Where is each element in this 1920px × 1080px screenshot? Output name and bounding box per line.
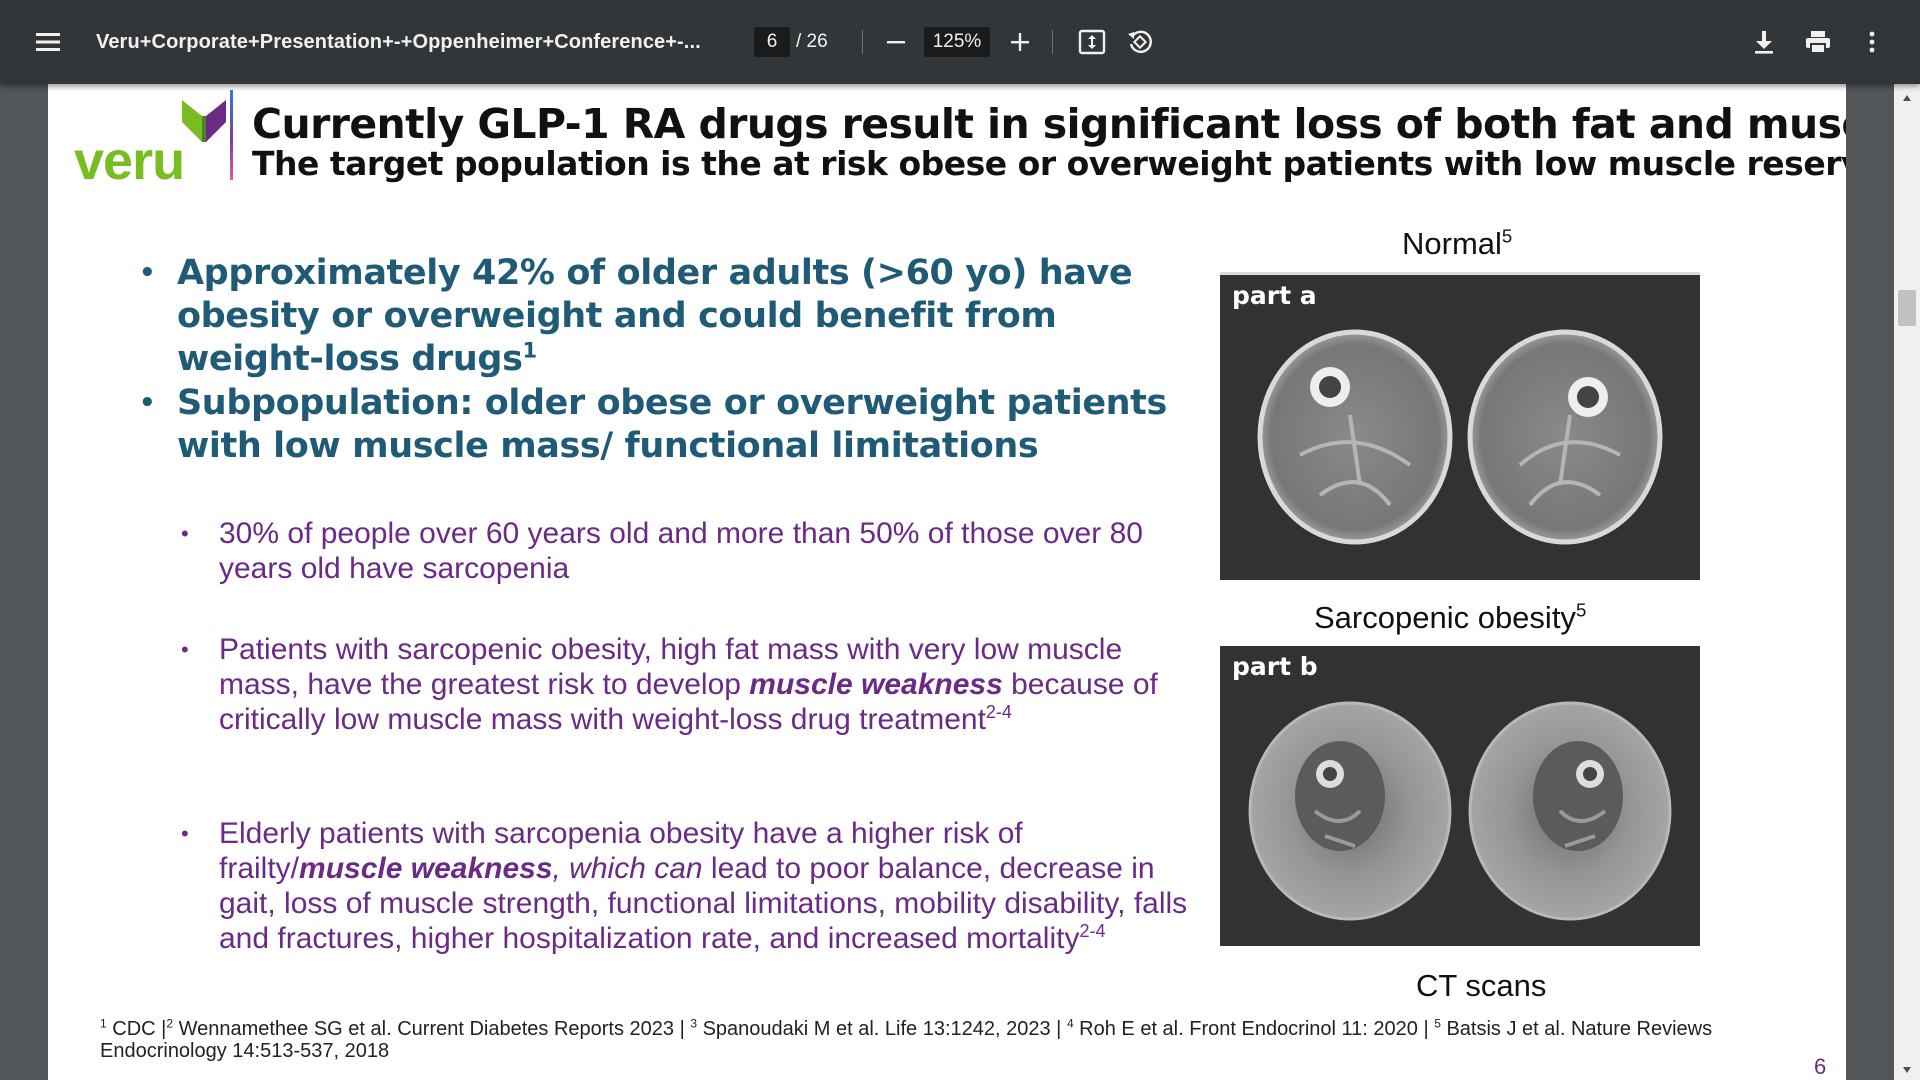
veru-logo: veru [74, 94, 234, 190]
slide-page-number: 6 [1814, 1054, 1827, 1079]
toolbar-divider [862, 30, 863, 54]
more-vert-icon [1869, 31, 1875, 53]
footnote-sup: 4 [1066, 1016, 1074, 1031]
slide-title: Currently GLP-1 RA drugs result in signi… [252, 100, 1846, 148]
part-a-label: part a [1232, 281, 1317, 310]
menu-icon [36, 33, 60, 51]
ct-scans-caption: CT scans [1416, 968, 1547, 1003]
footnote-text: Roh E et al. Front Endocrinol 11: 2020 | [1073, 1018, 1435, 1040]
slide-subtitle: The target population is the at risk obe… [252, 144, 1846, 183]
sub-bullet: • Elderly patients with sarcopenia obesi… [181, 816, 1199, 956]
download-icon [1755, 31, 1773, 54]
citation-sup: 2-4 [1079, 921, 1106, 941]
rotate-icon [1128, 30, 1152, 53]
logo-divider [230, 90, 233, 180]
fit-to-page-button[interactable] [1072, 22, 1112, 62]
pdf-toolbar: Veru+Corporate+Presentation+-+Oppenheime… [0, 0, 1920, 84]
print-button[interactable] [1798, 22, 1838, 62]
main-bullet: • Subpopulation: older obese or overweig… [139, 382, 1197, 468]
caption-text: Sarcopenic obesity [1314, 600, 1576, 635]
footnote-text: Spanoudaki M et al. Life 13:1242, 2023 | [697, 1018, 1067, 1040]
main-bullet-text: Approximately 42% of older adults (>60 y… [177, 253, 1133, 379]
veru-logo-mark-icon [182, 100, 226, 142]
zoom-in-icon [1011, 33, 1029, 51]
sub-bullet-text: lead to poor balance, decrease in gait, … [219, 852, 1188, 955]
scroll-up-button[interactable] [1894, 88, 1920, 108]
sub-bullet-text: 30% of people over 60 years old and more… [219, 517, 1143, 585]
footnote-sup: 3 [690, 1016, 698, 1031]
footnote-references: 1 CDC |2 Wennamethee SG et al. Current D… [100, 1016, 1800, 1062]
ct-normal-graphic [1257, 329, 1663, 545]
footnote-text: Batsis J et al. Nature Reviews Endocrino… [100, 1018, 1713, 1062]
sub-bullet-text: because of critically low muscle mass wi… [219, 668, 1158, 736]
scroll-down-button[interactable] [1894, 1060, 1920, 1080]
citation-sup: 5 [1501, 225, 1513, 247]
footnote-sup: 2 [166, 1016, 174, 1031]
sub-bullet-text: Elderly patients with sarcopenia obesity… [219, 817, 1023, 885]
citation-sup: 5 [1575, 599, 1587, 621]
document-title: Veru+Corporate+Presentation+-+Oppenheime… [96, 30, 701, 53]
scroll-thumb[interactable] [1898, 290, 1916, 326]
toolbar-divider [1052, 30, 1053, 54]
sub-bullet-text: Patients with sarcopenic obesity, high f… [219, 633, 1123, 701]
citation-sup: 1 [522, 338, 538, 363]
main-bullet-text: Subpopulation: older obese or overweight… [177, 383, 1167, 466]
sub-bullet: • 30% of people over 60 years old and mo… [181, 516, 1199, 586]
page-total: / 26 [796, 31, 828, 52]
zoom-out-icon [887, 41, 905, 44]
footnote-sup: 5 [1434, 1016, 1441, 1031]
emphasis-text: muscle weakness [749, 668, 1003, 701]
ct-scan-normal-image: part a [1220, 272, 1700, 580]
footnote-text: CDC | [106, 1018, 167, 1040]
bullet-dot: • [139, 258, 156, 288]
footnote-sup: 1 [100, 1016, 107, 1031]
zoom-out-button[interactable] [876, 22, 916, 62]
fit-page-icon [1078, 29, 1106, 55]
part-b-label: part b [1232, 652, 1318, 681]
emphasis-text: muscle weakness [299, 852, 553, 885]
logo-wordmark: veru [74, 131, 185, 191]
page-number-input[interactable] [754, 27, 790, 57]
ct-scan-sarcopenic-image: part b [1220, 646, 1700, 946]
zoom-level-input[interactable] [924, 27, 990, 57]
sub-bullet: • Patients with sarcopenic obesity, high… [181, 632, 1199, 737]
main-bullet: • Approximately 42% of older adults (>60… [139, 252, 1197, 381]
normal-caption: Normal5 [1402, 226, 1512, 262]
caption-text: Normal [1402, 226, 1502, 261]
bullet-dot: • [139, 388, 156, 418]
footnote-text: Wennamethee SG et al. Current Diabetes R… [173, 1018, 691, 1040]
bullet-dot: • [181, 521, 189, 546]
bullet-dot: • [181, 637, 189, 662]
menu-button[interactable] [28, 22, 68, 62]
rotate-button[interactable] [1120, 22, 1160, 62]
sarcopenic-caption: Sarcopenic obesity5 [1314, 600, 1586, 636]
chevron-down-icon [1903, 1067, 1911, 1073]
zoom-in-button[interactable] [1000, 22, 1040, 62]
italic-text: , which can [552, 852, 703, 885]
print-icon [1806, 31, 1830, 54]
chevron-up-icon [1903, 95, 1911, 101]
more-options-button[interactable] [1852, 22, 1892, 62]
pdf-page: veru Currently GLP-1 RA drugs result in … [48, 84, 1846, 1080]
ct-sarcopenic-graphic [1248, 701, 1672, 921]
download-button[interactable] [1744, 22, 1784, 62]
bullet-dot: • [181, 821, 189, 846]
citation-sup: 2-4 [985, 702, 1012, 722]
vertical-scrollbar[interactable] [1894, 84, 1920, 1080]
